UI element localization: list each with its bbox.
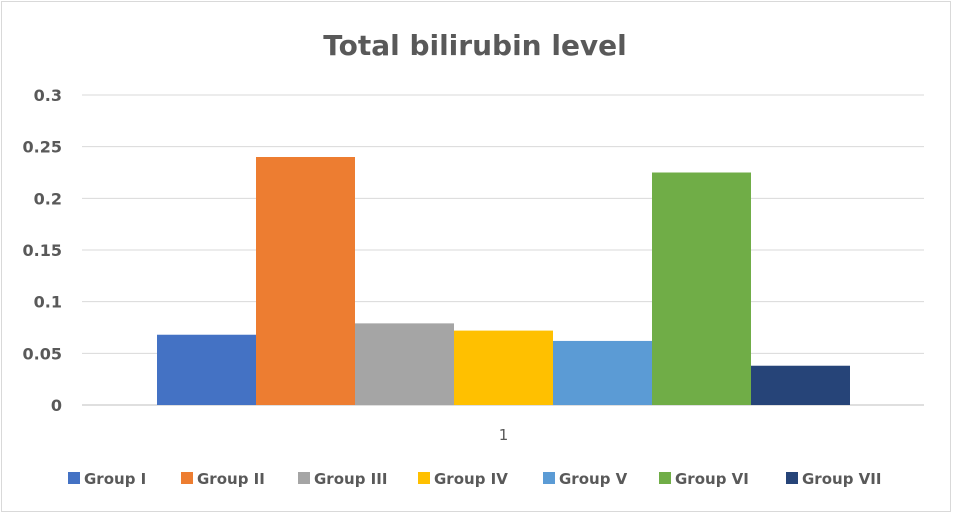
legend-label: Group VI — [675, 470, 749, 488]
legend-label: Group I — [84, 470, 146, 488]
bar-group-vii — [751, 365, 850, 405]
bar-group-iv — [454, 330, 553, 405]
legend-label: Group V — [559, 470, 628, 488]
chart-title: Total bilirubin level — [323, 29, 627, 62]
legend-label: Group II — [197, 470, 265, 488]
legend-label: Group VII — [802, 470, 881, 488]
bar-group-iii — [355, 323, 454, 405]
bar-group-ii — [256, 157, 355, 405]
legend-swatch — [68, 472, 80, 484]
y-tick-label: 0.05 — [23, 344, 62, 363]
y-tick-label: 0 — [51, 396, 62, 415]
bars — [157, 157, 850, 405]
legend-swatch — [298, 472, 310, 484]
legend-swatch — [181, 472, 193, 484]
y-tick-label: 0.25 — [23, 138, 62, 157]
legend-swatch — [543, 472, 555, 484]
bar-group-vi — [652, 172, 751, 405]
y-tick-label: 0.1 — [34, 293, 62, 312]
bar-group-v — [553, 340, 652, 405]
legend-swatch — [786, 472, 798, 484]
y-tick-label: 0.3 — [34, 86, 62, 105]
x-axis-labels: 1 — [499, 426, 509, 444]
x-category-label: 1 — [499, 426, 509, 444]
y-axis-ticks: 0 0.05 0.1 0.15 0.2 0.25 0.3 — [23, 86, 62, 415]
legend-label: Group IV — [434, 470, 508, 488]
legend-swatch — [659, 472, 671, 484]
y-tick-label: 0.15 — [23, 241, 62, 260]
bar-group-i — [157, 334, 256, 405]
legend-swatch — [418, 472, 430, 484]
legend: Group I Group II Group III Group IV Group V G… — [68, 470, 881, 488]
y-tick-label: 0.2 — [34, 189, 62, 208]
legend-label: Group III — [314, 470, 387, 488]
